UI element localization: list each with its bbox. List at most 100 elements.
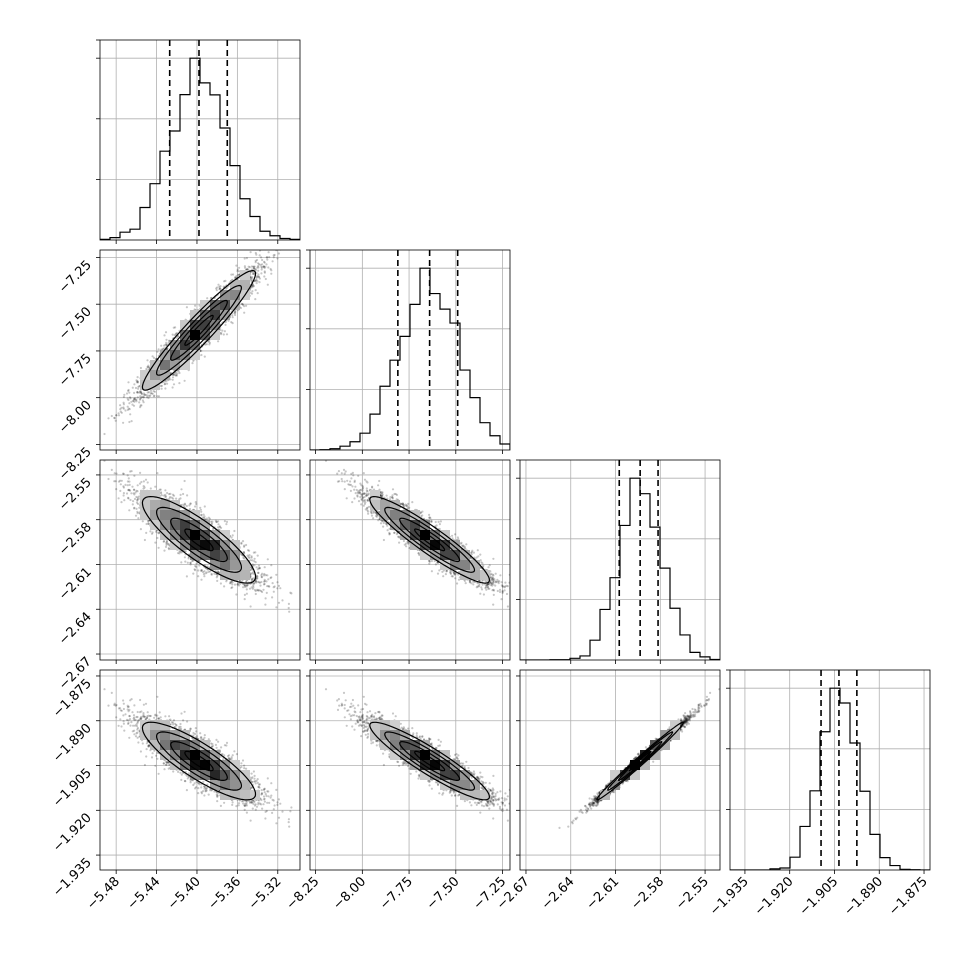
scatter-point — [243, 764, 246, 767]
scatter-point — [343, 472, 346, 475]
scatter-point — [245, 268, 248, 271]
scatter-point — [176, 372, 179, 375]
scatter-point — [154, 764, 157, 767]
scatter-point — [434, 563, 437, 566]
density-cell — [400, 530, 410, 540]
scatter-point — [484, 583, 487, 586]
scatter-point — [238, 273, 241, 276]
scatter-point — [223, 754, 226, 757]
scatter-point — [250, 265, 253, 268]
scatter-point — [366, 510, 370, 513]
scatter-point — [199, 736, 202, 739]
scatter-point — [471, 549, 474, 552]
density-cell — [150, 730, 160, 740]
scatter-point — [479, 771, 482, 774]
scatter-point — [362, 504, 365, 507]
scatter-point — [138, 401, 141, 404]
density-cell — [150, 360, 160, 370]
scatter-point — [594, 798, 597, 801]
scatter-point — [205, 571, 208, 574]
scatter-point — [485, 584, 488, 587]
scatter-point — [156, 717, 159, 720]
scatter-point — [230, 580, 233, 583]
scatter-point — [363, 495, 366, 499]
scatter-point — [276, 587, 279, 590]
scatter-point — [492, 791, 495, 794]
density-cell — [160, 500, 170, 510]
scatter-point — [136, 498, 139, 501]
scatter-point — [401, 761, 404, 764]
scatter-point — [133, 493, 136, 496]
contour-level-1 — [399, 517, 461, 563]
scatter-point — [476, 585, 479, 588]
scatter-point — [177, 552, 180, 555]
scatter-point — [357, 489, 360, 492]
scatter-point — [365, 717, 368, 721]
scatter-point — [467, 766, 470, 770]
scatter-point — [115, 716, 118, 719]
scatter-point — [164, 495, 167, 498]
scatter-point — [135, 381, 139, 384]
scatter-point — [428, 738, 431, 741]
scatter-point — [192, 559, 195, 562]
scatter-point — [177, 370, 180, 373]
scatter-point — [252, 285, 255, 288]
scatter-point — [267, 251, 270, 254]
scatter-point — [494, 799, 497, 802]
scatter-point — [147, 396, 150, 400]
scatter-point — [495, 798, 498, 801]
density-cell — [230, 790, 240, 800]
scatter-point — [230, 586, 233, 590]
scatter-point — [382, 521, 385, 525]
scatter-point — [364, 729, 367, 732]
scatter-point — [133, 718, 136, 722]
scatter-point — [378, 479, 381, 483]
scatter-point — [372, 741, 375, 744]
scatter-point — [434, 746, 437, 749]
scatter-point — [261, 572, 264, 575]
scatter-point — [137, 517, 140, 520]
scatter-point — [363, 502, 366, 505]
scatter-point — [238, 266, 241, 269]
scatter-point — [265, 580, 268, 583]
scatter-point — [166, 382, 169, 385]
scatter-point — [202, 571, 205, 574]
scatter-point — [251, 780, 254, 784]
scatter-point — [492, 804, 495, 807]
scatter-point — [500, 797, 503, 800]
scatter-point — [216, 574, 219, 578]
scatter-point — [133, 397, 137, 400]
scatter-point — [492, 593, 495, 597]
scatter-point — [252, 272, 255, 275]
scatter-point — [381, 714, 384, 717]
scatter-point — [252, 571, 255, 574]
scatter-point — [128, 714, 131, 718]
scatter-point — [243, 557, 246, 560]
scatter-point — [233, 312, 236, 315]
scatter-point — [103, 460, 106, 462]
scatter-point — [489, 795, 492, 798]
scatter-point — [364, 725, 367, 729]
scatter-point — [139, 750, 142, 753]
scatter-point — [256, 781, 259, 785]
scatter-point — [142, 396, 145, 399]
panel-r1-c1 — [306, 249, 511, 454]
scatter-point — [165, 761, 168, 764]
scatter-point — [365, 725, 368, 728]
scatter-point — [192, 783, 195, 787]
scatter-point — [385, 522, 388, 526]
scatter-point — [119, 408, 122, 411]
scatter-point — [169, 496, 172, 499]
scatter-point — [143, 486, 146, 489]
scatter-point — [170, 721, 173, 724]
scatter-point — [472, 770, 475, 773]
scatter-point — [356, 494, 359, 497]
scatter-point — [391, 496, 394, 499]
scatter-point — [417, 552, 420, 555]
scatter-point — [482, 805, 485, 808]
scatter-point — [272, 808, 275, 811]
scatter-point — [476, 582, 479, 585]
scatter-point — [125, 718, 129, 722]
scatter-point — [227, 754, 231, 757]
density-cell — [220, 550, 230, 560]
